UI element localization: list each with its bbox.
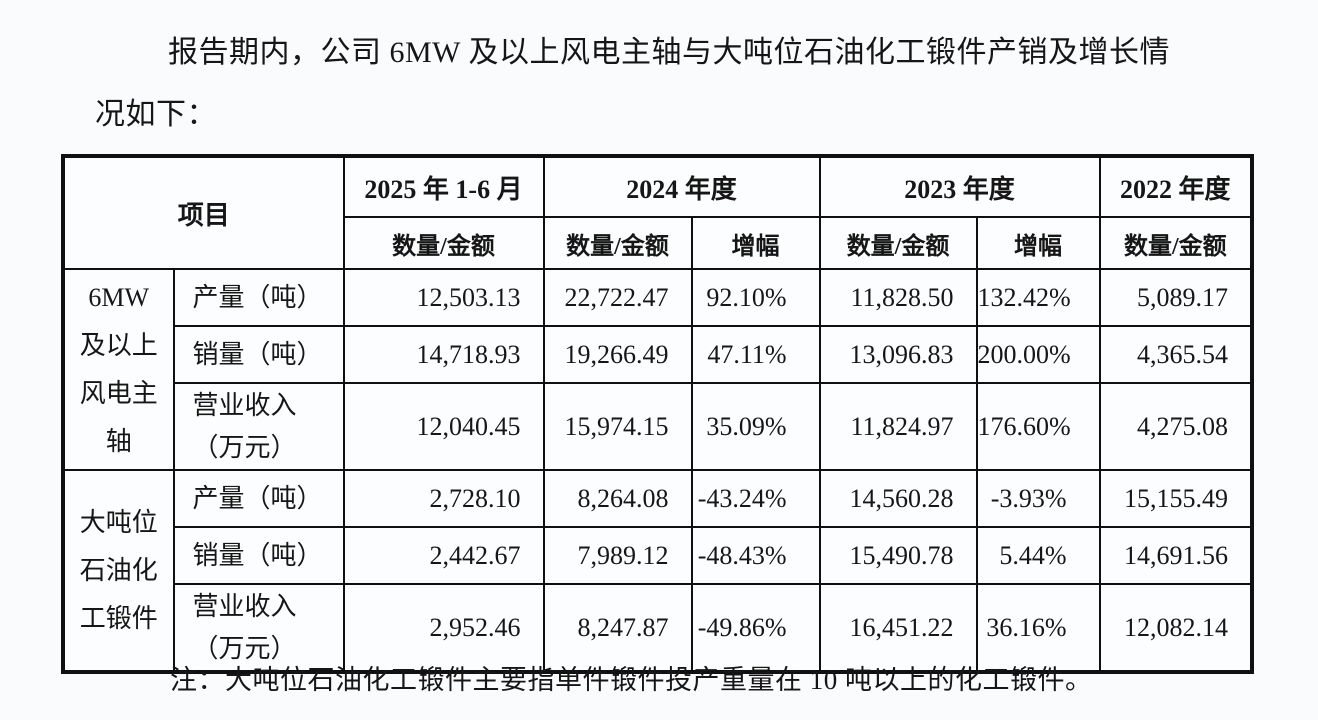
cell-value: 8,247.87 — [542, 583, 693, 673]
group-name-wind-spindle: 6MW 及以上 风电主 轴 — [62, 268, 175, 471]
cell-value: 12,040.45 — [342, 382, 545, 471]
cell-value: 14,718.93 — [342, 325, 545, 384]
cell-value: 8,264.08 — [542, 469, 693, 528]
header-row-subcolumns: 数量/金额 数量/金额 增幅 数量/金额 增幅 数量/金额 — [64, 216, 1253, 270]
cell-value: 4,365.54 — [1098, 325, 1253, 384]
header-2025-qty-amount: 数量/金额 — [342, 216, 545, 270]
header-year-2023: 2023 年度 — [818, 155, 1101, 218]
header-2023-qty-amount: 数量/金额 — [818, 216, 978, 270]
cell-value: -48.43% — [690, 526, 821, 585]
header-year-2024: 2024 年度 — [542, 155, 821, 218]
cell-value: 14,560.28 — [818, 469, 978, 528]
cell-value: 47.11% — [690, 325, 821, 384]
cell-value: 7,989.12 — [542, 526, 693, 585]
cell-value: 132.42% — [975, 268, 1101, 327]
metric-label: 营业收入 （万元） — [172, 382, 345, 471]
group-name-petrochemical-forging: 大吨位 石油化 工锻件 — [62, 469, 175, 673]
cell-value: 16,451.22 — [818, 583, 978, 673]
cell-value: 2,952.46 — [342, 583, 545, 673]
cell-value: 35.09% — [690, 382, 821, 471]
table-row: 6MW 及以上 风电主 轴 产量（吨） 12,503.13 22,722.47 … — [62, 268, 1253, 471]
intro-line-1: 报告期内，公司 6MW 及以上风电主轴与大吨位石油化工锻件产销及增长情 — [168, 36, 1170, 69]
intro-line-2: 况如下： — [95, 98, 217, 131]
header-year-2025: 2025 年 1-6 月 — [342, 155, 545, 218]
production-sales-table: 项目 2025 年 1-6 月 2024 年度 2023 年度 2022 年度 … — [60, 154, 1255, 674]
cell-value: 2,728.10 — [342, 469, 545, 528]
cell-value: 36.16% — [975, 583, 1101, 673]
cell-value: 200.00% — [975, 325, 1101, 384]
metric-label: 产量（吨） — [172, 268, 345, 327]
metric-label: 销量（吨） — [172, 325, 345, 384]
cell-value: 14,691.56 — [1098, 526, 1253, 585]
table-row: 销量（吨） 2,442.67 7,989.12 -48.43% 15,490.7… — [64, 526, 1253, 585]
table-row: 大吨位 石油化 工锻件 产量（吨） 2,728.10 8,264.08 -43.… — [62, 469, 1253, 673]
cell-value: 2,442.67 — [342, 526, 545, 585]
cell-value: 12,503.13 — [342, 268, 545, 327]
cell-value: 22,722.47 — [542, 268, 693, 327]
cell-value: 92.10% — [690, 268, 821, 327]
table-row: 销量（吨） 14,718.93 19,266.49 47.11% 13,096.… — [64, 325, 1253, 384]
cell-value: -3.93% — [975, 469, 1101, 528]
cell-value: 19,266.49 — [542, 325, 693, 384]
cell-value: 4,275.08 — [1098, 382, 1253, 471]
cell-value: 5,089.17 — [1098, 268, 1253, 327]
header-2024-growth: 增幅 — [690, 216, 821, 270]
table-row: 营业收入 （万元） 12,040.45 15,974.15 35.09% 11,… — [64, 382, 1253, 471]
table-row: 营业收入 （万元） 2,952.46 8,247.87 -49.86% 16,4… — [64, 583, 1253, 673]
metric-label: 营业收入 （万元） — [172, 583, 345, 673]
header-2023-growth: 增幅 — [975, 216, 1101, 270]
header-2022-qty-amount: 数量/金额 — [1098, 216, 1253, 270]
cell-value: 11,828.50 — [818, 268, 978, 327]
cell-value: 12,082.14 — [1098, 583, 1253, 673]
cell-value: -43.24% — [690, 469, 821, 528]
cell-value: 176.60% — [975, 382, 1101, 471]
cell-value: 13,096.83 — [818, 325, 978, 384]
footnote: 注：大吨位石油化工锻件主要指单件锻件投产重量在 10 吨以上的化工锻件。 — [170, 665, 1093, 695]
metric-label: 销量（吨） — [172, 526, 345, 585]
header-item: 项目 — [62, 155, 345, 270]
header-2024-qty-amount: 数量/金额 — [542, 216, 693, 270]
header-year-2022: 2022 年度 — [1098, 155, 1253, 218]
metric-label: 产量（吨） — [172, 469, 345, 528]
cell-value: 15,974.15 — [542, 382, 693, 471]
cell-value: 15,155.49 — [1098, 469, 1253, 528]
header-row-years: 项目 2025 年 1-6 月 2024 年度 2023 年度 2022 年度 — [62, 155, 1253, 270]
cell-value: 15,490.78 — [818, 526, 978, 585]
cell-value: 11,824.97 — [818, 382, 978, 471]
cell-value: -49.86% — [690, 583, 821, 673]
cell-value: 5.44% — [975, 526, 1101, 585]
intro-paragraph: 报告期内，公司 6MW 及以上风电主轴与大吨位石油化工锻件产销及增长情 况如下： — [95, 22, 1235, 146]
